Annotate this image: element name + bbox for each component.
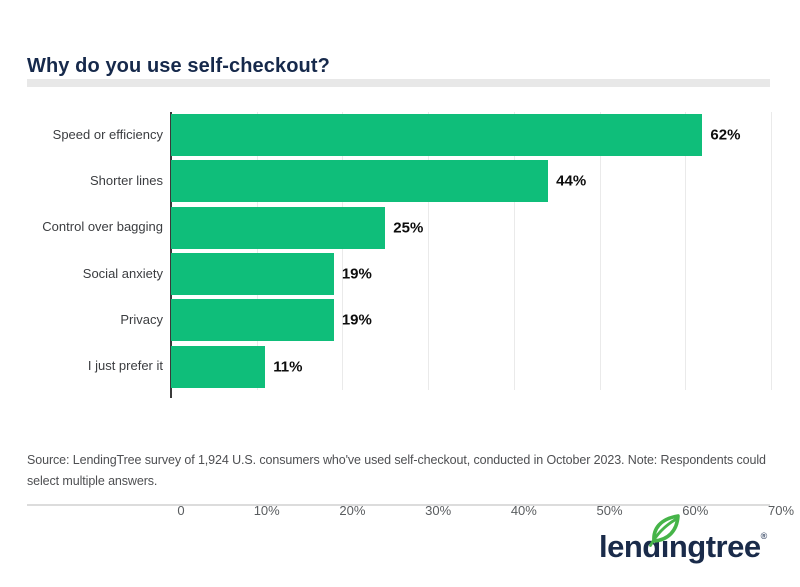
logo-wordmark: lendıngtree (599, 529, 761, 564)
bar (171, 206, 386, 249)
gridline (685, 112, 687, 390)
x-tick-label: 70% (767, 503, 795, 518)
bar (171, 114, 703, 157)
bar (171, 253, 334, 296)
category-label: Control over bagging (42, 219, 163, 235)
value-label: 62% (710, 126, 741, 144)
gridline (428, 112, 430, 390)
title-divider (27, 79, 770, 87)
value-label: 44% (556, 172, 587, 190)
x-tick-label: 30% (425, 503, 452, 518)
chart-row: I just prefer it 11% (27, 344, 771, 390)
bar-track: 25% (171, 206, 771, 249)
page-title: Why do you use self-checkout? (27, 55, 330, 78)
bar-track: 62% (171, 114, 771, 157)
bar-track: 44% (171, 160, 771, 203)
lendingtree-logo: lendıngtree® (599, 514, 768, 564)
logo-wordmark-i: ı (660, 529, 670, 564)
chart-row: Control over bagging 25% (27, 205, 771, 251)
footer-divider (27, 504, 770, 506)
logo-wordmark-suffix: ngtree (668, 529, 761, 564)
x-tick-label: 0 (177, 503, 185, 518)
bar-track: 11% (171, 345, 771, 388)
source-note: Source: LendingTree survey of 1,924 U.S.… (27, 452, 766, 488)
x-tick-label: 20% (339, 503, 366, 518)
bar (171, 160, 549, 203)
gridline (513, 112, 515, 390)
category-label: Speed or efficiency (52, 126, 163, 142)
x-tick-label: 10% (253, 503, 280, 518)
category-label: I just prefer it (87, 358, 163, 374)
gridline (342, 112, 344, 390)
gridline (256, 112, 258, 390)
value-label: 11% (273, 358, 303, 376)
bar-track: 19% (171, 299, 771, 342)
bar (171, 345, 266, 388)
grid-layer (171, 112, 772, 390)
gridline (599, 112, 601, 390)
x-tick-label: 60% (682, 503, 709, 518)
chart-row: Social anxiety 19% (27, 251, 771, 297)
bar-chart: Speed or efficiency 62% Shorter lines 44% Co… (27, 112, 794, 518)
value-label: 19% (341, 265, 372, 283)
x-axis: 0 10% 20% 30% 40% 50% 60% 70% (177, 503, 798, 521)
bar-rows: Speed or efficiency 62% Shorter lines 44% Co… (27, 112, 771, 390)
x-tick-label: 40% (510, 503, 537, 518)
category-label: Shorter lines (90, 173, 163, 189)
bar-track: 19% (171, 253, 771, 296)
leaf-icon (649, 514, 680, 547)
chart-row: Privacy 19% (27, 297, 771, 343)
x-tick-label: 50% (596, 503, 623, 518)
bar (171, 299, 334, 342)
registered-trademark: ® (760, 531, 768, 541)
value-label: 25% (393, 219, 424, 237)
category-label: Social anxiety (82, 265, 163, 281)
category-label: Privacy (120, 312, 163, 327)
chart-row: Shorter lines 44% (27, 158, 771, 204)
gridline (771, 112, 772, 390)
value-label: 19% (341, 311, 372, 329)
chart-row: Speed or efficiency 62% (27, 112, 771, 158)
